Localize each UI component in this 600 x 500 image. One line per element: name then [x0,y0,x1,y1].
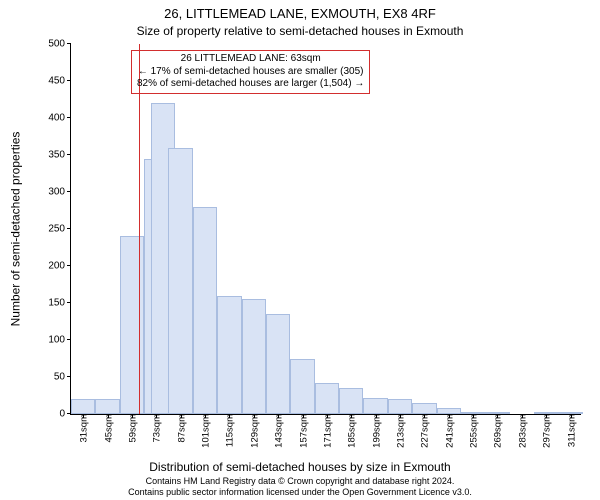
annotation-line: ← 17% of semi-detached houses are smalle… [137,66,364,79]
x-tick-label: 297sqm [540,414,553,448]
annotation-box: 26 LITTLEMEAD LANE: 63sqm← 17% of semi-d… [131,50,370,94]
y-axis-label: Number of semi-detached properties [8,44,22,414]
x-tick-label: 227sqm [418,414,431,448]
x-tick-label: 171sqm [320,414,333,448]
x-tick-label: 311sqm [564,414,577,447]
histogram-bar [437,408,461,414]
x-tick-label: 45sqm [101,414,114,443]
y-tick-label: 150 [48,298,71,309]
annotation-line: 26 LITTLEMEAD LANE: 63sqm [137,53,364,66]
histogram-bar [388,399,412,414]
x-tick-label: 213sqm [393,414,406,448]
x-tick-label: 269sqm [491,414,504,448]
y-tick-label: 300 [48,187,71,198]
histogram-bar [217,296,241,414]
y-tick-label: 0 [59,409,71,420]
footer-line-2: Contains public sector information licen… [0,487,600,498]
histogram-bar [120,236,144,414]
y-tick-label: 200 [48,261,71,272]
y-tick-mark [67,228,71,229]
histogram-bar [242,299,266,414]
histogram-bar [412,403,436,414]
x-tick-label: 31sqm [77,414,90,443]
y-tick-label: 100 [48,335,71,346]
y-tick-mark [67,154,71,155]
annotation-line: 82% of semi-detached houses are larger (… [137,78,364,91]
y-tick-label: 500 [48,39,71,50]
y-tick-label: 50 [54,372,71,383]
reference-line [139,44,140,414]
x-tick-label: 199sqm [369,414,382,448]
histogram-bar [95,399,119,414]
attribution-footer: Contains HM Land Registry data © Crown c… [0,476,600,498]
y-tick-label: 350 [48,150,71,161]
x-tick-label: 157sqm [296,414,309,448]
histogram-plot: 05010015020025030035040045050031sqm45sqm… [70,44,581,415]
x-tick-label: 143sqm [272,414,285,448]
x-tick-label: 115sqm [223,414,236,447]
y-tick-mark [67,117,71,118]
x-tick-label: 185sqm [345,414,358,448]
histogram-bar [266,314,290,414]
histogram-bar [193,207,217,414]
y-tick-label: 450 [48,76,71,87]
y-tick-mark [67,265,71,266]
x-tick-label: 87sqm [174,414,187,443]
y-tick-label: 400 [48,113,71,124]
histogram-bar [339,388,363,414]
chart-title: Size of property relative to semi-detach… [0,24,600,38]
x-axis-label: Distribution of semi-detached houses by … [0,460,600,474]
histogram-bar [71,399,95,414]
y-tick-mark [67,80,71,81]
x-tick-label: 283sqm [515,414,528,448]
x-tick-label: 101sqm [199,414,212,448]
chart-supertitle: 26, LITTLEMEAD LANE, EXMOUTH, EX8 4RF [0,6,600,21]
x-tick-label: 255sqm [467,414,480,448]
histogram-bar [558,412,582,414]
y-tick-mark [67,376,71,377]
y-tick-mark [67,43,71,44]
histogram-bar [363,398,387,414]
y-tick-mark [67,302,71,303]
x-tick-label: 73sqm [150,414,163,443]
histogram-bar [315,383,339,414]
footer-line-1: Contains HM Land Registry data © Crown c… [0,476,600,487]
y-tick-label: 250 [48,224,71,235]
histogram-bar [168,148,192,414]
x-tick-label: 241sqm [442,414,455,448]
y-tick-mark [67,339,71,340]
y-tick-mark [67,191,71,192]
histogram-bar [485,412,509,414]
x-tick-label: 59sqm [125,414,138,443]
histogram-bar [290,359,314,415]
x-tick-label: 129sqm [247,414,260,448]
histogram-bar [534,412,558,414]
histogram-bar [461,412,485,414]
